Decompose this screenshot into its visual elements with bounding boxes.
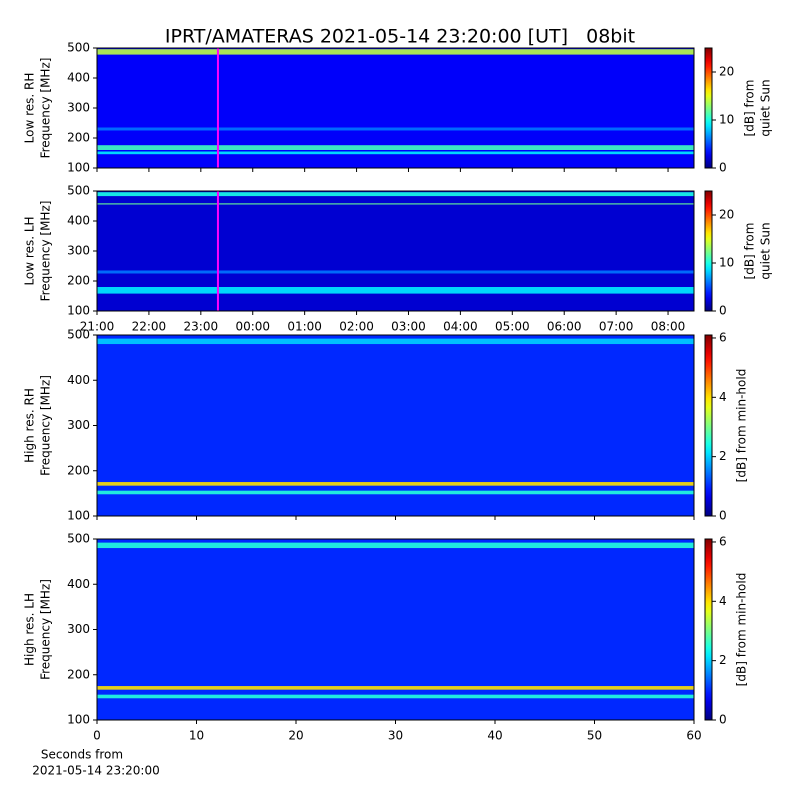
colorbar-label: [dB] from (743, 223, 757, 280)
x-tick-label: 02:00 (339, 320, 374, 334)
spectrogram-background (97, 539, 694, 720)
y-tick-label: 300 (67, 244, 90, 258)
colorbar-tick-label: 0 (719, 509, 727, 523)
y-axis-label: Frequency [MHz] (39, 58, 53, 159)
emission-band (97, 127, 694, 131)
emission-band (97, 694, 694, 699)
emission-band (97, 49, 694, 55)
y-tick-label: 400 (67, 71, 90, 85)
x-tick-label: 30 (388, 729, 403, 743)
colorbar-label: quiet Sun (759, 79, 773, 136)
y-tick-label: 500 (67, 41, 90, 55)
footer-line: 2021-05-14 23:20:00 (32, 764, 159, 778)
x-tick-label: 22:00 (132, 320, 167, 334)
x-tick-label: 07:00 (599, 320, 634, 334)
x-tick-label: 10 (189, 729, 204, 743)
y-tick-label: 100 (67, 509, 90, 523)
colorbar-label: [dB] from min-hold (735, 369, 749, 483)
x-tick-label: 40 (487, 729, 502, 743)
colorbar-tick-label: 20 (719, 65, 734, 79)
y-tick-label: 200 (67, 274, 90, 288)
x-tick-label: 03:00 (391, 320, 426, 334)
y-tick-label: 500 (67, 328, 90, 342)
x-tick-label: 04:00 (443, 320, 478, 334)
y-tick-label: 300 (67, 622, 90, 636)
colorbar-tick-label: 20 (719, 208, 734, 222)
emission-band (97, 482, 694, 486)
colorbar-tick-label: 0 (719, 304, 727, 318)
x-tick-label: 50 (587, 729, 602, 743)
y-tick-label: 100 (67, 161, 90, 175)
y-tick-label: 300 (67, 418, 90, 432)
colorbar-tick-label: 0 (719, 161, 727, 175)
x-tick-label: 20 (288, 729, 303, 743)
x-tick-label: 0 (93, 729, 101, 743)
colorbar (704, 190, 713, 312)
x-tick-label: 60 (686, 729, 701, 743)
colorbar (704, 538, 713, 721)
y-axis-label: Frequency [MHz] (39, 579, 53, 680)
y-axis-label: High res. RH (23, 388, 37, 463)
emission-band (97, 338, 694, 345)
x-tick-label: 23:00 (184, 320, 219, 334)
x-tick-label: 08:00 (651, 320, 686, 334)
y-tick-label: 400 (67, 373, 90, 387)
colorbar-tick-label: 6 (719, 534, 727, 548)
x-tick-label: 21:00 (80, 320, 115, 334)
colorbar (704, 334, 713, 517)
colorbar-tick-label: 2 (719, 449, 727, 463)
colorbar-tick-label: 10 (719, 113, 734, 127)
emission-band (97, 151, 694, 155)
y-axis-label: Frequency [MHz] (39, 375, 53, 476)
colorbar-tick-label: 0 (719, 713, 727, 727)
emission-band (97, 542, 694, 549)
emission-band (97, 192, 694, 197)
footer-line: Seconds from (41, 748, 123, 762)
colorbar-tick-label: 4 (719, 390, 727, 404)
y-axis-label: Low res. RH (23, 73, 37, 144)
x-tick-label: 00:00 (235, 320, 270, 334)
emission-band (97, 270, 694, 274)
colorbar-label: [dB] from min-hold (735, 573, 749, 687)
y-tick-label: 500 (67, 532, 90, 546)
y-tick-label: 400 (67, 577, 90, 591)
emission-band (97, 686, 694, 690)
colorbar-label: [dB] from (743, 80, 757, 137)
y-tick-label: 200 (67, 131, 90, 145)
spectrogram-background (97, 335, 694, 516)
y-axis-label: Frequency [MHz] (39, 201, 53, 302)
x-tick-label: 01:00 (287, 320, 322, 334)
emission-band (97, 145, 694, 150)
colorbar-tick-label: 4 (719, 594, 727, 608)
y-tick-label: 200 (67, 463, 90, 477)
colorbar (704, 47, 713, 169)
colorbar-tick-label: 2 (719, 653, 727, 667)
y-axis-label: High res. LH (23, 593, 37, 666)
y-tick-label: 200 (67, 667, 90, 681)
emission-band (97, 287, 694, 294)
x-tick-label: 05:00 (495, 320, 530, 334)
x-tick-label: 06:00 (547, 320, 582, 334)
y-tick-label: 400 (67, 214, 90, 228)
y-tick-label: 100 (67, 304, 90, 318)
colorbar-label: quiet Sun (759, 222, 773, 279)
y-tick-label: 100 (67, 713, 90, 727)
figure-title: IPRT/AMATERAS 2021-05-14 23:20:00 [UT] 0… (165, 26, 635, 48)
colorbar-tick-label: 6 (719, 330, 727, 344)
colorbar-tick-label: 10 (719, 256, 734, 270)
emission-band (97, 203, 694, 205)
emission-band (97, 490, 694, 495)
y-axis-label: Low res. LH (23, 216, 37, 285)
y-tick-label: 500 (67, 184, 90, 198)
y-tick-label: 300 (67, 101, 90, 115)
